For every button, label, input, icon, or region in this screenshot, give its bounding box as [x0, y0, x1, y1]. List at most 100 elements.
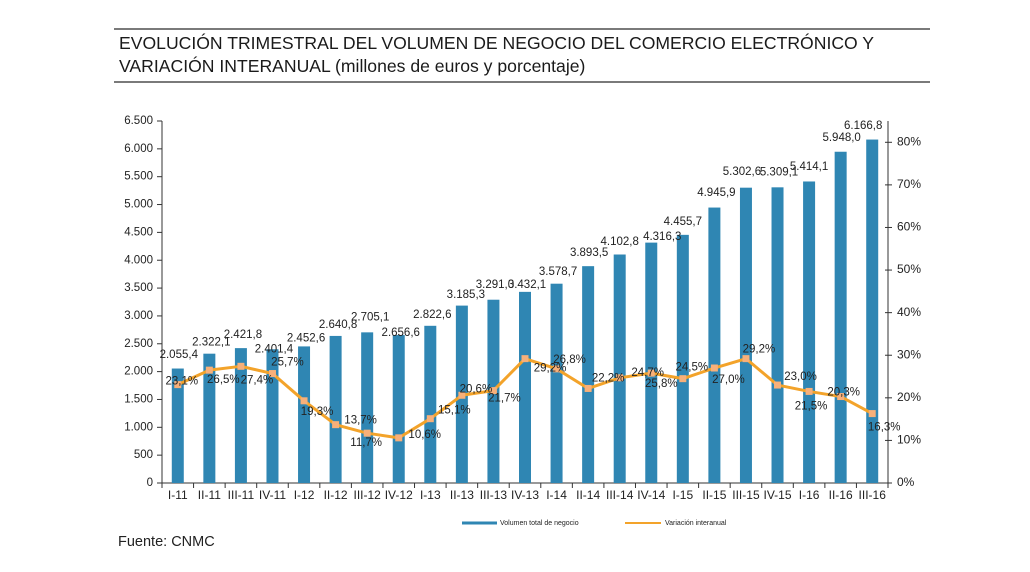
line-marker-iv-15: [774, 381, 782, 389]
x-axis-label-iv-15: IV-15: [764, 488, 792, 502]
bar-i-16: [803, 181, 816, 484]
chart-title: EVOLUCIÓN TRIMESTRAL DEL VOLUMEN DE NEGO…: [119, 32, 874, 78]
line-marker-ii-14: [584, 384, 592, 392]
x-axis-label-i-11: I-11: [168, 488, 188, 502]
bar-value-label-iii-16: 6.166,8: [844, 120, 882, 132]
bar-value-label-iv-11: 2.401,4: [255, 343, 294, 355]
left-axis-tick-label: 1.000: [124, 421, 153, 433]
bar-i-13: [424, 325, 437, 483]
line-value-label-iv-14: 25,8%: [645, 378, 678, 390]
line-value-label-iii-12: 11,7%: [350, 437, 382, 449]
line-marker-i-15: [679, 375, 687, 383]
bar-ii-15: [708, 207, 721, 483]
bar-value-label-i-15: 4.455,7: [664, 216, 702, 228]
bar-iii-15: [739, 187, 752, 483]
line-markers: [174, 355, 876, 442]
left-axis-tick-label: 2.500: [124, 338, 153, 350]
line-value-label-iv-12: 10,6%: [408, 429, 441, 441]
x-axis-label-iv-13: IV-13: [511, 488, 539, 502]
line-value-label-iii-15: 29,2%: [743, 344, 776, 356]
bar-iv-13: [519, 291, 531, 483]
left-axis-tick-label: 3.000: [124, 310, 153, 322]
bar-value-label-i-11: 2.055,4: [160, 349, 199, 361]
line-value-label-iii-14: 24,7%: [631, 367, 664, 379]
bar-i-12: [298, 346, 311, 483]
line-value-label-ii-16: 20,3%: [827, 387, 860, 399]
bar-iii-14: [613, 254, 626, 483]
x-axis-label-i-16: I-16: [799, 488, 820, 502]
right-axis-tick-label: 70%: [897, 177, 921, 191]
bar-series: [171, 139, 879, 484]
bar-value-label-i-14: 3.578,7: [539, 266, 577, 278]
x-axis-label-ii-14: II-14: [576, 488, 600, 502]
right-axis-tick-label: 60%: [897, 220, 921, 234]
x-axis-label-ii-12: II-12: [324, 488, 348, 502]
bar-ii-11: [203, 353, 216, 483]
bar-value-label-iii-15: 5.302,6: [723, 166, 761, 178]
line-marker-ii-11: [205, 366, 213, 374]
bar-value-label-ii-12: 2.640,8: [319, 319, 357, 331]
line-marker-iii-12: [363, 429, 371, 437]
x-axis-label-i-15: I-15: [672, 488, 693, 502]
bar-value-label-iv-13: 3.432,1: [508, 279, 546, 291]
bar-ii-16: [834, 151, 847, 483]
left-axis-tick-label: 6.000: [124, 143, 153, 155]
line-value-label-ii-11: 26,5%: [207, 374, 240, 386]
line-marker-iv-11: [268, 370, 276, 378]
line-value-label-iv-11: 25,7%: [271, 357, 304, 369]
left-axis-tick-label: 0: [147, 477, 153, 489]
line-value-label-iii-13: 21,7%: [488, 393, 521, 405]
bar-iv-14: [645, 242, 658, 483]
axes: 0 500 1.000 1.500 2.000 2.500 3.000 3.500 4.000 4…: [124, 115, 921, 502]
line-marker-iv-14: [647, 369, 655, 377]
left-axis-tick-label: 6.500: [124, 115, 153, 127]
bar-value-label-i-16: 5.414,1: [790, 161, 828, 173]
x-axis-label-iv-12: IV-12: [385, 488, 413, 502]
x-axis-label-ii-15: II-15: [702, 488, 726, 502]
bar-iii-16: [866, 139, 879, 483]
bar-iii-11: [234, 348, 247, 483]
line-value-label-i-11: 23,1%: [165, 376, 198, 388]
line-marker-i-12: [300, 397, 308, 405]
bar-value-label-iii-12: 2.705,1: [351, 311, 389, 323]
x-axis-label-iii-15: III-15: [732, 488, 760, 502]
bar-value-label-iv-14: 4.316,3: [643, 231, 681, 243]
title-bottom-rule: [114, 81, 930, 83]
title-top-rule: [114, 28, 930, 30]
line-marker-ii-13: [458, 391, 466, 399]
line-value-label-ii-15: 27,0%: [712, 374, 745, 386]
line-value-label-i-12: 19,3%: [301, 406, 334, 418]
right-axis-tick-label: 80%: [897, 134, 921, 148]
left-axis-tick-label: 500: [134, 449, 153, 461]
line-marker-i-13: [426, 415, 434, 423]
bar-value-label-iv-15: 5.309,1: [760, 166, 798, 178]
line-marker-iv-12: [395, 434, 403, 442]
legend: Volumen total de negocio Variación inter…: [462, 520, 727, 527]
right-axis-tick-label: 30%: [897, 347, 921, 361]
line-marker-ii-16: [837, 393, 845, 401]
line-value-label-i-13: 15,1%: [438, 405, 471, 417]
right-axis-tick-label: 50%: [897, 262, 921, 276]
legend-label-volumen: Volumen total de negocio: [500, 520, 579, 527]
x-axis-label-iv-14: IV-14: [637, 488, 665, 502]
bar-value-label-iii-14: 4.102,8: [601, 236, 639, 248]
x-axis-label-iii-14: III-14: [606, 488, 634, 502]
bar-iv-15: [771, 187, 784, 483]
bar-value-label-ii-15: 4.945,9: [697, 187, 735, 199]
chart-title-line-2: VARIACIÓN INTERANUAL (millones de euros …: [119, 56, 586, 76]
x-axis-label-i-13: I-13: [420, 488, 441, 502]
x-axis-label-i-12: I-12: [294, 488, 315, 502]
x-axis-label-iii-16: III-16: [859, 488, 887, 502]
left-axis-tick-label: 5.500: [124, 171, 153, 183]
bar-value-label-ii-14: 3.893,5: [570, 247, 608, 259]
x-axis-label-ii-11: II-11: [198, 488, 221, 502]
bar-i-15: [676, 234, 689, 483]
bar-iv-11: [266, 349, 279, 483]
line-marker-iii-14: [616, 374, 624, 382]
line-marker-iv-13: [521, 355, 529, 363]
line-value-label-iii-16: 16,3%: [868, 422, 901, 434]
bar-i-14: [550, 283, 563, 483]
bar-ii-14: [582, 266, 595, 483]
bar-value-label-ii-16: 5.948,0: [822, 132, 860, 144]
